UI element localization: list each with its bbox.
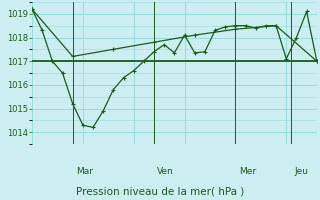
Text: Mar: Mar <box>76 167 93 176</box>
Text: Mer: Mer <box>239 167 256 176</box>
Text: Pression niveau de la mer( hPa ): Pression niveau de la mer( hPa ) <box>76 186 244 196</box>
Text: Ven: Ven <box>157 167 174 176</box>
Text: Jeu: Jeu <box>295 167 308 176</box>
